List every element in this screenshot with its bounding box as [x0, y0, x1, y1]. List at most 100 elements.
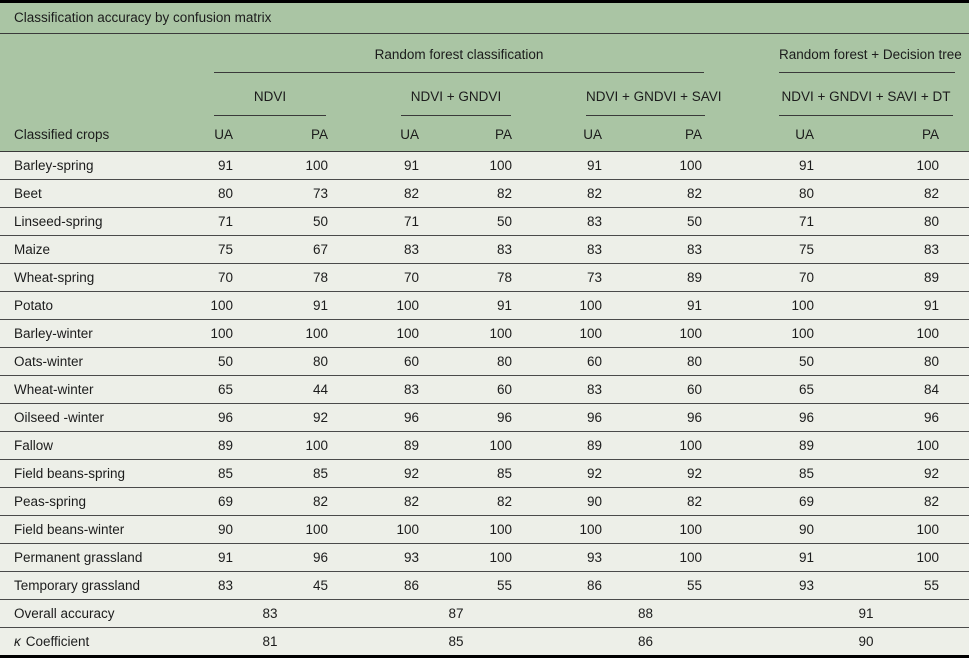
cell-pa-ndvi: 67: [239, 235, 334, 264]
cell-ua-rf-dt: 80: [708, 179, 820, 208]
table-row: Oats-winter 50 80 60 80 60 80 50 80: [0, 347, 969, 376]
crop-name: Field beans-spring: [0, 459, 210, 488]
cell-ua-ndvi: 91: [210, 543, 239, 572]
cell-ua-ndvi-gndvi-savi: 90: [518, 487, 608, 516]
cell-ua-ndvi-gndvi: 71: [334, 207, 425, 236]
cell-pa-ndvi: 100: [239, 319, 334, 348]
cell-ua-ndvi-gndvi-savi: 86: [518, 571, 608, 600]
cell-ua-ndvi-gndvi-savi: 96: [518, 403, 608, 432]
cell-ua-ndvi-gndvi-savi: 83: [518, 235, 608, 264]
table-row: Oilseed -winter 96 92 96 96 96 96 96 96: [0, 403, 969, 432]
overall-accuracy-value: 88: [637, 605, 654, 621]
cell-ua-ndvi-gndvi: 91: [334, 151, 425, 180]
cell-pa-ndvi-gndvi: 91: [425, 291, 518, 320]
cell-ua-ndvi: 50: [210, 347, 239, 376]
crop-name: Oats-winter: [0, 347, 210, 376]
cell-pa-rf-dt: 80: [820, 347, 969, 376]
cell-pa-rf-dt: 55: [820, 571, 969, 600]
cell-ua-rf-dt: 100: [708, 319, 820, 348]
cell-ua-ndvi-gndvi: 83: [334, 375, 425, 404]
column-header-classified-crops: Classified crops: [0, 117, 210, 152]
cell-ua-rf-dt: 91: [708, 151, 820, 180]
cell-ua-ndvi: 83: [210, 571, 239, 600]
table-row: Temporary grassland 83 45 86 55 86 55 93…: [0, 571, 969, 600]
crop-name: Beet: [0, 179, 210, 208]
cell-pa-ndvi-gndvi-savi: 100: [608, 431, 708, 460]
crop-name: Wheat-spring: [0, 263, 210, 292]
cell-pa-ndvi: 50: [239, 207, 334, 236]
cell-pa-ndvi-gndvi-savi: 96: [608, 403, 708, 432]
crop-name: Fallow: [0, 431, 210, 460]
subgroup-ndvi-gndvi-savi-dt-label: NDVI + GNDVI + SAVI + DT: [779, 88, 954, 116]
kappa-value: 85: [448, 633, 464, 649]
cell-pa-ndvi-gndvi: 100: [425, 543, 518, 572]
cell-pa-ndvi-gndvi-savi: 100: [608, 515, 708, 544]
cell-ua-ndvi: 80: [210, 179, 239, 208]
kappa-value: 90: [858, 633, 874, 649]
cell-ua-ndvi-gndvi-savi: 100: [518, 515, 608, 544]
group-header-row: Random forest classification Random fore…: [0, 33, 969, 74]
table-row: Barley-spring 91 100 91 100 91 100 91 10…: [0, 151, 969, 180]
cell-pa-rf-dt: 100: [820, 515, 969, 544]
crop-name: Wheat-winter: [0, 375, 210, 404]
cell-ua-rf-dt: 91: [708, 543, 820, 572]
crop-name: Peas-spring: [0, 487, 210, 516]
cell-pa-ndvi-gndvi-savi: 82: [608, 487, 708, 516]
cell-ua-ndvi-gndvi: 92: [334, 459, 425, 488]
subgroup-ndvi-gndvi-savi-label: NDVI + GNDVI + SAVI: [586, 88, 722, 116]
cell-ua-rf-dt: 50: [708, 347, 820, 376]
table-row: Wheat-spring 70 78 70 78 73 89 70 89: [0, 263, 969, 292]
group-header-random-forest-label: Random forest classification: [214, 46, 704, 73]
cell-ua-rf-dt: 69: [708, 487, 820, 516]
cell-pa-ndvi: 91: [239, 291, 334, 320]
cell-pa-ndvi-gndvi: 96: [425, 403, 518, 432]
cell-pa-ndvi-gndvi-savi: 83: [608, 235, 708, 264]
cell-pa-ndvi-gndvi-savi: 91: [608, 291, 708, 320]
cell-ua-ndvi: 90: [210, 515, 239, 544]
cell-ua-ndvi-gndvi-savi: 89: [518, 431, 608, 460]
cell-ua-ndvi-gndvi-savi: 60: [518, 347, 608, 376]
table-row: Maize 75 67 83 83 83 83 75 83: [0, 235, 969, 264]
kappa-coefficient-label: κ Coefficient: [0, 627, 210, 657]
cell-pa-rf-dt: 96: [820, 403, 969, 432]
cell-ua-ndvi: 100: [210, 319, 239, 348]
table-title: Classification accuracy by confusion mat…: [0, 1, 969, 34]
column-header-ua: UA: [518, 117, 608, 152]
group-spacer: [0, 33, 210, 74]
cell-ua-rf-dt: 100: [708, 291, 820, 320]
kappa-symbol: κ: [14, 633, 21, 649]
cell-pa-ndvi-gndvi-savi: 82: [608, 179, 708, 208]
cell-ua-rf-dt: 90: [708, 515, 820, 544]
cell-pa-ndvi-gndvi-savi: 89: [608, 263, 708, 292]
cell-pa-ndvi-gndvi-savi: 80: [608, 347, 708, 376]
cell-ua-ndvi-gndvi: 100: [334, 515, 425, 544]
group-header-random-forest-decision-tree: Random forest + Decision tree: [708, 33, 969, 74]
cell-ua-ndvi: 69: [210, 487, 239, 516]
cell-ua-ndvi-gndvi-savi: 92: [518, 459, 608, 488]
cell-ua-rf-dt: 65: [708, 375, 820, 404]
cell-pa-ndvi-gndvi: 78: [425, 263, 518, 292]
crop-name: Permanent grassland: [0, 543, 210, 572]
crop-name: Maize: [0, 235, 210, 264]
overall-accuracy-ndvi: 83: [210, 599, 334, 628]
cell-pa-ndvi-gndvi: 85: [425, 459, 518, 488]
crop-name: Barley-winter: [0, 319, 210, 348]
table-row: Linseed-spring 71 50 71 50 83 50 71 80: [0, 207, 969, 236]
cell-ua-ndvi: 85: [210, 459, 239, 488]
crop-name: Field beans-winter: [0, 515, 210, 544]
column-header-pa: PA: [239, 117, 334, 152]
cell-ua-ndvi-gndvi: 93: [334, 543, 425, 572]
kappa-ndvi-gndvi-savi: 86: [518, 627, 708, 657]
kappa-rf-dt: 90: [708, 627, 969, 657]
cell-pa-ndvi-gndvi: 50: [425, 207, 518, 236]
cell-ua-ndvi-gndvi: 100: [334, 319, 425, 348]
subgroup-ndvi-gndvi-label: NDVI + GNDVI: [401, 88, 511, 116]
cell-ua-rf-dt: 75: [708, 235, 820, 264]
kappa-coefficient-row: κ Coefficient 81 85 86 90: [0, 627, 969, 657]
cell-ua-ndvi-gndvi: 83: [334, 235, 425, 264]
cell-ua-ndvi-gndvi: 86: [334, 571, 425, 600]
cell-pa-ndvi-gndvi: 100: [425, 431, 518, 460]
cell-pa-ndvi-gndvi: 83: [425, 235, 518, 264]
cell-pa-ndvi: 45: [239, 571, 334, 600]
column-header-ua: UA: [210, 117, 239, 152]
